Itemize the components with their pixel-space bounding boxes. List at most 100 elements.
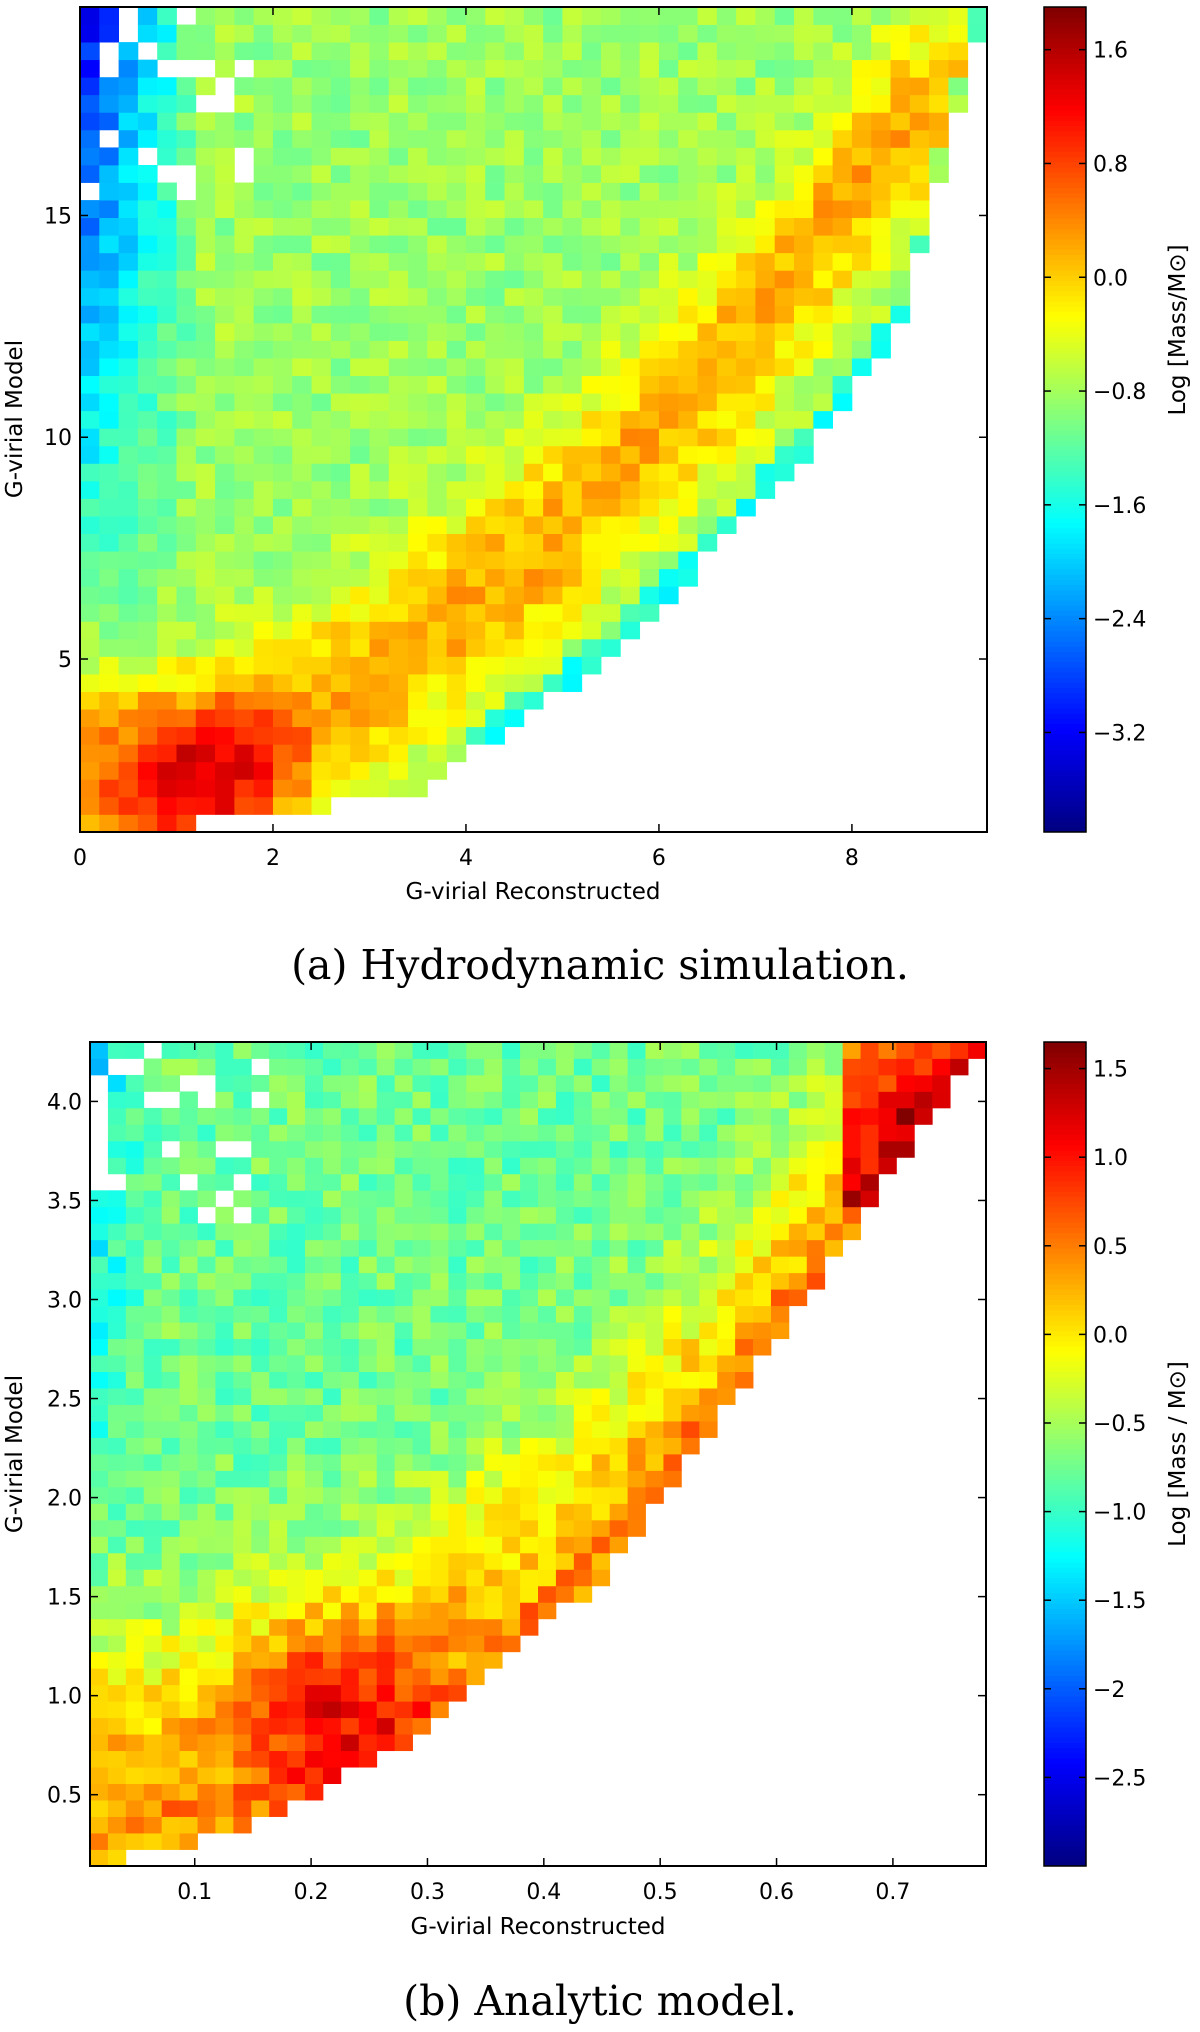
heatmap-cell (465, 217, 486, 236)
heatmap-cell (99, 358, 119, 377)
heatmap-cell (465, 568, 486, 587)
heatmap-cell (305, 1239, 324, 1257)
heatmap-cell (195, 322, 216, 341)
heatmap-cell (427, 182, 448, 201)
heatmap-cell (562, 24, 583, 43)
heatmap-cell (80, 796, 100, 815)
heatmap-cell (639, 147, 660, 166)
heatmap-cell (609, 1437, 628, 1455)
heatmap-cell (137, 744, 158, 763)
heatmap-cell (609, 1206, 628, 1224)
heatmap-cell (502, 1486, 521, 1504)
heatmap-cell (485, 164, 505, 183)
heatmap-cell (358, 1074, 378, 1092)
heatmap-cell (446, 217, 467, 236)
heatmap-cell (620, 252, 641, 271)
heatmap-cell (340, 1322, 360, 1340)
heatmap-cell (663, 1289, 682, 1307)
heatmap-cell (195, 270, 216, 289)
heatmap-cell (645, 1206, 664, 1224)
heatmap-cell (412, 1289, 431, 1307)
heatmap-cell (394, 1668, 413, 1686)
heatmap-cell (697, 287, 718, 306)
heatmap-cell (716, 340, 737, 359)
heatmap-cell (466, 1519, 485, 1537)
colorbar-segment (1044, 821, 1086, 828)
heatmap-cell (562, 568, 583, 587)
heatmap-cell (851, 24, 872, 43)
heatmap-cells-a (80, 7, 988, 833)
heatmap-cell (697, 480, 718, 499)
heatmap-cell (408, 674, 428, 692)
heatmap-cell (118, 586, 139, 605)
heatmap-cell (523, 691, 544, 710)
heatmap-cell (678, 217, 698, 236)
heatmap-cell (770, 1173, 790, 1191)
heatmap-cell (215, 1107, 234, 1125)
colorbar-segment (1044, 228, 1086, 235)
heatmap-cell (143, 1519, 163, 1537)
heatmap-cell (562, 445, 583, 464)
heatmap-cell (412, 1107, 431, 1125)
colorbar-segment (1044, 718, 1086, 725)
heatmap-cell (502, 1338, 521, 1356)
heatmap-cell (538, 1486, 557, 1504)
heatmap-cell (176, 498, 197, 517)
heatmap-cell (369, 761, 390, 780)
heatmap-cell (430, 1074, 449, 1092)
heatmap-cell (118, 200, 139, 219)
heatmap-cell (369, 726, 390, 745)
heatmap-cell (562, 287, 583, 306)
heatmap-cell (663, 1371, 682, 1389)
heatmap-cell (502, 1404, 521, 1422)
heatmap-cell (851, 42, 872, 61)
heatmap-cell (465, 586, 486, 605)
heatmap-cell (639, 235, 660, 254)
heatmap-cell (699, 1058, 718, 1076)
heatmap-cell (601, 182, 621, 201)
heatmap-cell (736, 340, 756, 359)
heatmap-cell (824, 1206, 844, 1224)
heatmap-cell (591, 1454, 611, 1471)
heatmap-cell (627, 1437, 646, 1455)
heatmap-cell (195, 42, 216, 61)
heatmap-cell (197, 1800, 216, 1817)
heatmap-cell (80, 42, 100, 61)
heatmap-cell (137, 586, 158, 605)
heatmap-cell (137, 77, 158, 96)
heatmap-cell (788, 1173, 808, 1191)
heatmap-cell (269, 1256, 288, 1274)
heatmap-cell (581, 305, 602, 324)
heatmap-cell (376, 1256, 396, 1274)
heatmap-cell (770, 1140, 790, 1158)
heatmap-cell (292, 375, 312, 394)
heatmap-cell (215, 393, 235, 412)
heatmap-cell (197, 1750, 216, 1768)
heatmap-cell (609, 1322, 628, 1340)
colorbar-segment (1044, 1325, 1086, 1331)
heatmap-cell (143, 1421, 163, 1438)
heatmap-cell (272, 463, 293, 482)
colorbar-frame (1043, 6, 1087, 833)
colorbar-segment (1044, 233, 1086, 240)
colorbar-segment (1044, 697, 1086, 704)
heatmap-cell (890, 129, 911, 148)
heatmap-cell (251, 1618, 270, 1636)
heatmap-cell (137, 779, 158, 798)
heatmap-cell (197, 1223, 216, 1241)
heatmap-cell (466, 1618, 485, 1636)
heatmap-cell (292, 77, 312, 96)
heatmap-cell (388, 410, 409, 429)
heatmap-cell (358, 1701, 378, 1719)
heatmap-cell (157, 656, 177, 675)
heatmap-cell (287, 1454, 306, 1471)
heatmap-cell (292, 568, 312, 587)
heatmap-cell (272, 182, 293, 201)
heatmap-cell (157, 691, 177, 710)
heatmap-cell (538, 1519, 557, 1537)
heatmap-cell (197, 1651, 216, 1669)
heatmap-cell (543, 375, 563, 394)
heatmap-cell (376, 1091, 396, 1109)
heatmap-cell (157, 638, 177, 657)
heatmap-cell (176, 428, 197, 447)
